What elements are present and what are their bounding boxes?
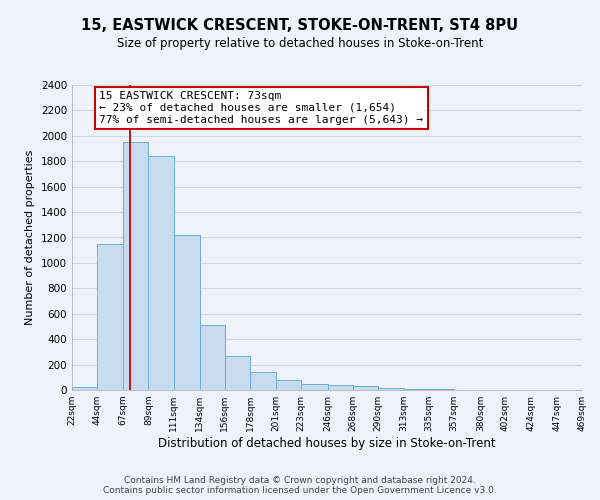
- Bar: [276, 380, 301, 390]
- Text: 15 EASTWICK CRESCENT: 73sqm
← 23% of detached houses are smaller (1,654)
77% of : 15 EASTWICK CRESCENT: 73sqm ← 23% of det…: [100, 92, 424, 124]
- Bar: [378, 388, 404, 390]
- Bar: [225, 356, 250, 390]
- Bar: [301, 384, 328, 390]
- Y-axis label: Number of detached properties: Number of detached properties: [25, 150, 35, 325]
- Text: Contains HM Land Registry data © Crown copyright and database right 2024.
Contai: Contains HM Land Registry data © Crown c…: [103, 476, 497, 495]
- Bar: [72, 387, 97, 390]
- Bar: [124, 142, 148, 390]
- Text: 15, EASTWICK CRESCENT, STOKE-ON-TRENT, ST4 8PU: 15, EASTWICK CRESCENT, STOKE-ON-TRENT, S…: [82, 18, 518, 32]
- X-axis label: Distribution of detached houses by size in Stoke-on-Trent: Distribution of detached houses by size …: [158, 437, 496, 450]
- Bar: [328, 385, 353, 390]
- Bar: [148, 156, 173, 390]
- Bar: [173, 235, 200, 390]
- Bar: [97, 244, 124, 390]
- Text: Size of property relative to detached houses in Stoke-on-Trent: Size of property relative to detached ho…: [117, 38, 483, 51]
- Bar: [200, 324, 225, 390]
- Bar: [250, 372, 276, 390]
- Bar: [404, 389, 429, 390]
- Bar: [353, 386, 378, 390]
